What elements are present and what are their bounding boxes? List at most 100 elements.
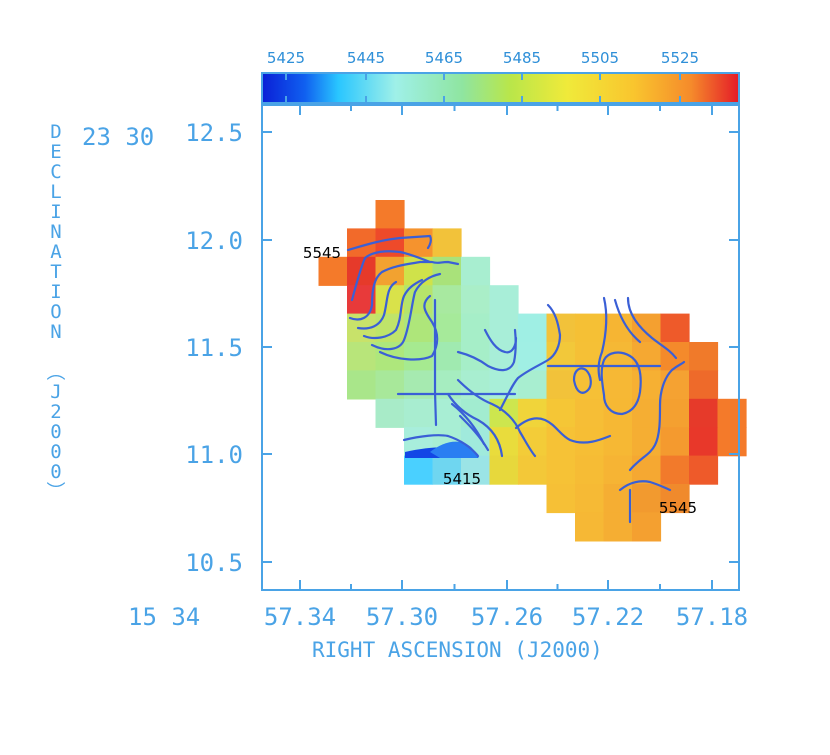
map-pixel: [717, 398, 747, 428]
map-pixel: [404, 455, 434, 485]
map-pixel: [603, 370, 633, 400]
map-pixel: [689, 398, 719, 428]
map-pixel: [432, 228, 462, 258]
colorbar-tick-group: [285, 73, 681, 103]
map-pixel: [375, 398, 405, 428]
map-pixel: [632, 512, 662, 542]
y-title-char: D: [50, 121, 61, 143]
contour-line: [362, 278, 424, 340]
map-pixel: [546, 484, 576, 514]
contour-line: [458, 414, 490, 452]
colorbar-tick-label: 5505: [581, 49, 619, 67]
colorbar-tick-label: 5425: [267, 49, 305, 67]
y-title-char: 0: [50, 441, 61, 463]
contour-line: [483, 328, 518, 354]
y-tick-label-group: 12.5 12.0 11.5 11.0 10.5: [185, 119, 243, 577]
map-pixel: [375, 370, 405, 400]
map-pixel: [489, 285, 519, 315]
contour-line: [626, 296, 678, 360]
map-pixel: [632, 484, 662, 514]
contour-line: [446, 392, 504, 458]
map-pixel: [347, 256, 377, 286]
velocity-contours: [346, 234, 686, 524]
colorbar-tick-label: 5445: [347, 49, 385, 67]
velocity-map-pixels: [318, 200, 747, 542]
map-pixel: [689, 342, 719, 372]
y-tick-prefix: 23 30: [82, 123, 154, 151]
contour-line: [378, 294, 439, 361]
y-title-char: A: [50, 241, 62, 263]
map-pixel: [518, 342, 548, 372]
contour-line: [613, 298, 642, 344]
colorbar-tick-label: 5525: [661, 49, 699, 67]
contour-annotations: 5545 5415 5545: [303, 244, 697, 517]
y-title-char: N: [50, 321, 61, 343]
map-pixel: [546, 313, 576, 343]
map-pixel: [575, 313, 605, 343]
map-pixel: [461, 256, 491, 286]
y-axis-ticks: [262, 131, 739, 563]
map-pixel: [489, 455, 519, 485]
contour-value-label: 5415: [443, 470, 481, 488]
y-title-char: I: [50, 201, 61, 223]
map-pixel: [489, 427, 519, 457]
colorbar-tick-label: 5465: [425, 49, 463, 67]
map-pixel: [461, 342, 491, 372]
x-tick-label-group: 57.34 57.30 57.26 57.22 57.18: [264, 603, 748, 631]
map-pixel: [489, 313, 519, 343]
map-pixel: [375, 200, 405, 230]
map-pixel: [461, 285, 491, 315]
map-pixel: [375, 256, 405, 286]
contour-line: [498, 303, 562, 412]
map-pixel: [432, 370, 462, 400]
contour-line: [346, 234, 432, 252]
plot-axes: [261, 104, 740, 591]
map-pixel: [603, 484, 633, 514]
colorbar-label-group: 5425 5445 5465 5485 5505 5525: [267, 49, 699, 67]
x-tick-label: 57.22: [572, 603, 644, 631]
y-title-char: T: [50, 261, 61, 283]
map-pixel: [660, 427, 690, 457]
colorbar: 5425 5445 5465 5485 5505 5525: [261, 49, 740, 104]
map-pixel: [575, 512, 605, 542]
y-title-char: L: [50, 181, 61, 203]
y-title-char: J: [50, 381, 61, 403]
y-title-char: C: [50, 161, 61, 183]
contour-line: [356, 280, 398, 330]
x-tick-label: 57.26: [471, 603, 543, 631]
map-pixel: [432, 285, 462, 315]
colorbar-gradient: [261, 72, 740, 104]
y-title-char: N: [50, 221, 61, 243]
map-pixel: [632, 370, 662, 400]
map-pixel: [603, 455, 633, 485]
map-pixel: [575, 484, 605, 514]
x-tick-label: 57.18: [676, 603, 748, 631]
map-pixel: [660, 455, 690, 485]
map-pixel: [518, 313, 548, 343]
x-tick-prefix: 15 34: [128, 603, 200, 631]
y-title-char: ︵: [46, 361, 65, 383]
contour-line: [402, 434, 480, 458]
y-tick-label: 12.5: [185, 119, 243, 147]
contour-line: [350, 250, 432, 302]
map-pixel: [660, 313, 690, 343]
map-pixel: [461, 313, 491, 343]
map-pixel: [632, 455, 662, 485]
y-tick-label: 12.0: [185, 227, 243, 255]
y-title-char: O: [50, 301, 61, 323]
contour-line: [514, 417, 612, 444]
map-pixel: [347, 342, 377, 372]
y-tick-label: 11.5: [185, 334, 243, 362]
y-tick-label: 11.0: [185, 441, 243, 469]
map-pixel: [575, 398, 605, 428]
map-pixel: [546, 427, 576, 457]
y-title-char: 0: [50, 461, 61, 483]
contour-line: [628, 360, 686, 472]
map-pixel: [404, 398, 434, 428]
map-pixel: [404, 228, 434, 258]
map-pixel: [347, 370, 377, 400]
y-tick-label: 10.5: [185, 549, 243, 577]
